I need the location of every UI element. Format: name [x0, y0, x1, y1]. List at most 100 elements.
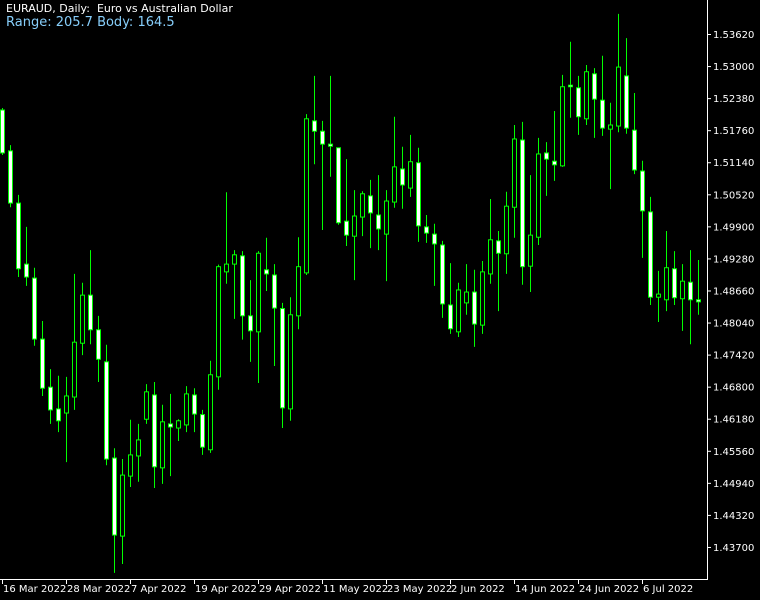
candle — [216, 264, 221, 390]
candle — [648, 196, 653, 305]
time-tick-label: 19 Apr 2022 — [195, 584, 257, 595]
candle — [264, 237, 269, 291]
candle — [480, 261, 485, 334]
candle — [424, 214, 429, 243]
candle — [376, 175, 381, 251]
price-tick-label: 1.46180 — [713, 415, 754, 426]
candle — [144, 384, 149, 424]
candle — [72, 273, 77, 410]
candle-body-bear — [344, 220, 349, 236]
candle — [520, 121, 525, 285]
price-tick-label: 1.43700 — [713, 543, 754, 554]
price-axis[interactable]: 1.53620 1.53000 1.52380 1.51760 1.51140 1.505… — [707, 30, 754, 554]
candle — [104, 344, 109, 466]
time-tick-label: 23 May 2022 — [387, 584, 452, 595]
candle-body-bear — [592, 73, 597, 100]
candle-body-bull — [480, 271, 485, 326]
candle — [80, 282, 85, 356]
candle-body-bear — [32, 277, 37, 340]
candle-body-bear — [376, 214, 381, 230]
candle-body-bull — [392, 166, 397, 203]
price-tick-label: 1.48040 — [713, 319, 754, 330]
candle-body-bull — [560, 86, 565, 167]
candle — [472, 269, 477, 347]
time-axis[interactable]: 16 Mar 2022 28 Mar 2022 7 Apr 2022 19 Apr 2… — [2, 579, 694, 595]
candle — [16, 194, 21, 278]
candle-body-bear — [272, 274, 277, 309]
candle-body-bull — [296, 266, 301, 317]
candle-body-bear — [264, 269, 269, 275]
candle-body-bull — [656, 293, 661, 298]
candle-body-bear — [88, 294, 93, 331]
candle — [616, 13, 621, 133]
candle — [152, 382, 157, 489]
candle — [240, 251, 245, 340]
candle — [464, 264, 469, 315]
candle-body-bear — [600, 99, 605, 129]
price-tick-label: 1.53000 — [713, 62, 754, 73]
candle-body-bear — [336, 147, 341, 224]
candle-body-bear — [16, 202, 21, 270]
candle-body-bear — [320, 130, 325, 145]
candle-body-bull — [216, 266, 221, 378]
candle — [624, 38, 629, 134]
candle — [392, 116, 397, 208]
candle — [184, 386, 189, 433]
candle-body-bear — [240, 255, 245, 317]
candle — [208, 360, 213, 453]
candle — [512, 125, 517, 238]
candle-body-bear — [400, 168, 405, 186]
time-tick-label: 7 Apr 2022 — [131, 584, 186, 595]
candle-body-bear — [632, 129, 637, 171]
price-tick-label: 1.44940 — [713, 479, 754, 490]
candle-body-bull — [232, 254, 237, 265]
candle — [88, 250, 93, 345]
candle — [664, 231, 669, 312]
candle-body-bull — [408, 161, 413, 189]
candle-body-bear — [328, 143, 333, 147]
candle-body-bear — [520, 139, 525, 268]
candle — [592, 68, 597, 138]
candle-body-bull — [64, 395, 69, 414]
candle-body-bear — [552, 160, 557, 166]
candle — [248, 280, 253, 362]
candle — [536, 137, 541, 245]
candle-body-bear — [96, 329, 101, 360]
candle-body-bear — [696, 299, 701, 303]
candle-body-bull — [528, 234, 533, 267]
candle-body-bull — [136, 439, 141, 457]
candle — [368, 179, 373, 249]
candle-body-bull — [144, 391, 149, 420]
candle-body-bull — [352, 215, 357, 237]
time-tick-label: 29 Apr 2022 — [259, 584, 321, 595]
time-tick-label: 28 Mar 2022 — [67, 584, 130, 595]
candle-body-bear — [448, 304, 453, 330]
candle — [64, 376, 69, 463]
candle — [256, 251, 261, 384]
candle — [160, 404, 165, 484]
candle — [440, 240, 445, 318]
candle-body-bear — [416, 162, 421, 227]
candle — [576, 75, 581, 135]
candle-body-bull — [128, 454, 133, 477]
candle-body-bull — [160, 421, 165, 469]
candle-body-bear — [168, 423, 173, 428]
candle — [0, 107, 5, 156]
chart-title: EURAUD, Daily: Euro vs Australian Dollar — [6, 2, 233, 15]
candle-body-bear — [640, 170, 645, 212]
candle — [280, 302, 285, 429]
candle-body-bear — [496, 240, 501, 254]
candle — [192, 388, 197, 433]
candle — [176, 419, 181, 441]
candle-body-bear — [48, 386, 53, 411]
candle-body-bull — [208, 374, 213, 451]
candle — [112, 448, 117, 573]
candle-body-bull — [680, 280, 685, 300]
candle-body-bear — [472, 291, 477, 325]
candle-body-bull — [80, 294, 85, 344]
price-tick-label: 1.45560 — [713, 447, 754, 458]
candle-body-bull — [72, 341, 77, 398]
candle — [608, 102, 613, 190]
candle — [344, 159, 349, 247]
